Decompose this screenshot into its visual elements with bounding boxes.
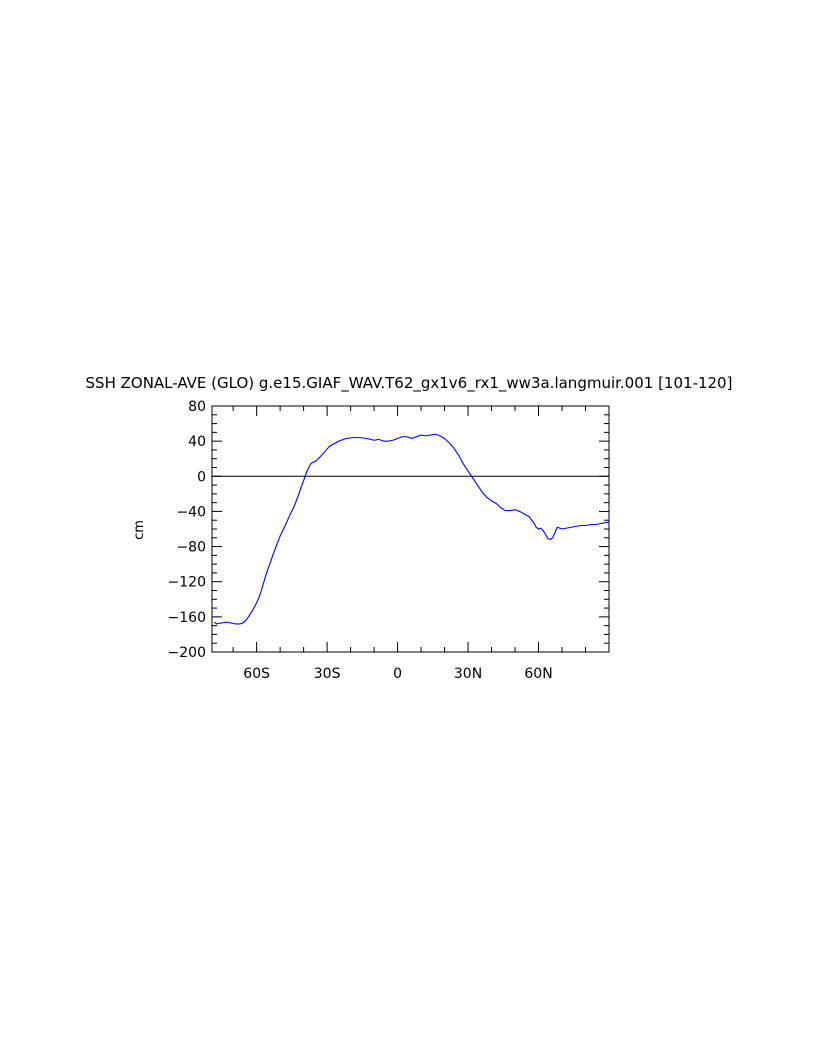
- axes: 60S 30S 0 30N 60N 80 40 0 −40 −80 −120 −160 −200: [168, 399, 610, 682]
- x-tick-label: 30S: [314, 666, 341, 682]
- x-tick-label: 0: [393, 666, 402, 682]
- chart-title: SSH ZONAL-AVE (GLO) g.e15.GIAF_WAV.T62_g…: [86, 374, 733, 393]
- y-tick-label: −80: [176, 540, 206, 556]
- y-tick-label: −40: [176, 504, 206, 520]
- y-axis-label: cm: [132, 520, 147, 540]
- y-tick-label: 0: [197, 469, 206, 485]
- y-tick-label: −120: [168, 575, 206, 591]
- plot-frame: [211, 405, 610, 653]
- y-tick-label: 80: [188, 399, 206, 415]
- data-series-line-0: [214, 433, 610, 625]
- x-tick-label: 60S: [243, 666, 270, 682]
- x-tick-label: 30N: [454, 666, 482, 682]
- y-tick-label: 40: [188, 434, 206, 450]
- x-tick-label: 60N: [524, 666, 552, 682]
- plot-area: [212, 433, 610, 625]
- y-tick-label: −160: [168, 610, 206, 626]
- y-tick-label: −200: [168, 645, 206, 661]
